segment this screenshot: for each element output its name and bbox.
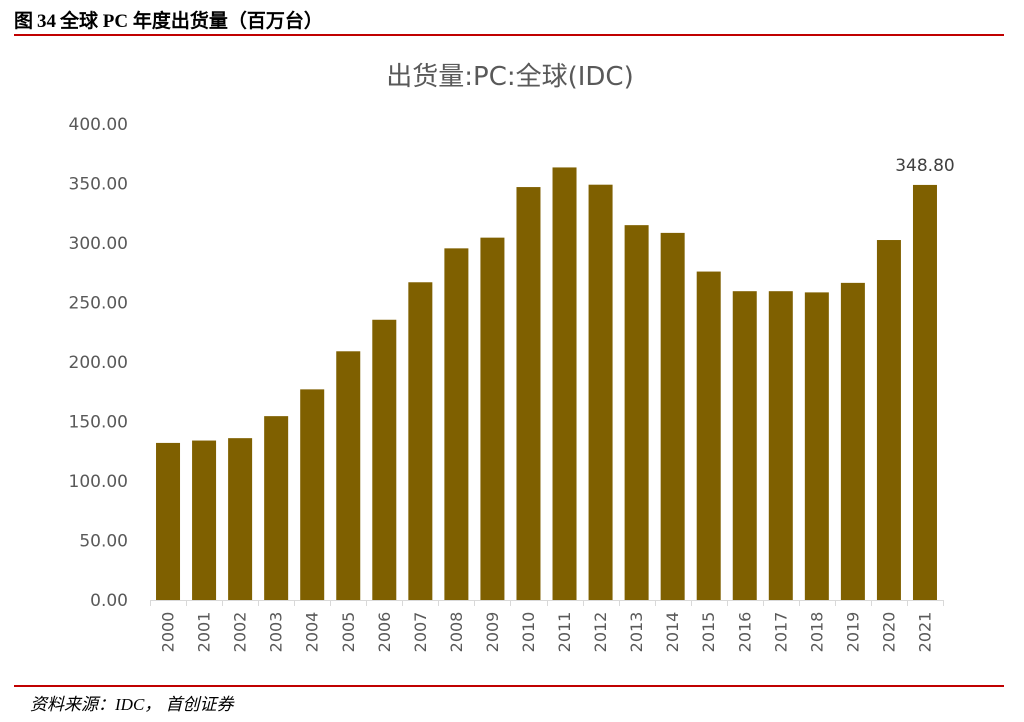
bar-2002 bbox=[228, 438, 253, 600]
x-tick-label: 2005 bbox=[339, 612, 358, 653]
bar-2004 bbox=[300, 389, 325, 600]
x-tick-label: 2018 bbox=[807, 612, 826, 653]
bar-2015 bbox=[696, 271, 721, 600]
y-tick-label: 0.00 bbox=[90, 591, 128, 611]
bar-2018 bbox=[804, 292, 829, 600]
bars bbox=[156, 167, 937, 601]
bottom-rule bbox=[14, 685, 1004, 687]
y-tick-label: 200.00 bbox=[69, 353, 128, 373]
x-tick-label: 2016 bbox=[735, 612, 754, 653]
data-label: 348.80 bbox=[895, 156, 954, 176]
figure-label: 图 bbox=[14, 11, 34, 32]
bar-2010 bbox=[516, 187, 541, 600]
x-tick-label: 2013 bbox=[627, 612, 646, 653]
x-tick-label: 2002 bbox=[231, 612, 250, 653]
x-tick-label: 2021 bbox=[915, 612, 934, 653]
x-tick-label: 2001 bbox=[195, 612, 214, 653]
x-tick-label: 2020 bbox=[879, 612, 898, 653]
x-tick-label: 2003 bbox=[267, 612, 286, 653]
x-tick-label: 2014 bbox=[663, 612, 682, 653]
y-axis: 0.00 50.00 100.00 150.00 200.00 250.00 300.00 3… bbox=[69, 115, 128, 611]
source-note: 资料来源：IDC， 首创证券 bbox=[30, 695, 234, 714]
bar-2008 bbox=[444, 248, 469, 601]
chart-title: 出货量:PC:全球(IDC) bbox=[386, 62, 633, 92]
x-tick-label: 2017 bbox=[771, 612, 790, 653]
x-tick-label: 2007 bbox=[411, 612, 430, 653]
bar-2012 bbox=[588, 184, 613, 600]
y-tick-label: 400.00 bbox=[69, 115, 128, 135]
bar-2007 bbox=[408, 282, 433, 600]
bar-2014 bbox=[660, 232, 685, 600]
bar-2001 bbox=[192, 440, 217, 600]
x-tick-label: 2000 bbox=[159, 612, 178, 653]
x-tick-label: 2010 bbox=[519, 612, 538, 653]
x-tick-label: 2006 bbox=[375, 612, 394, 653]
bar-2016 bbox=[732, 291, 757, 600]
data-labels: 348.80 bbox=[895, 156, 954, 176]
bar-2020 bbox=[876, 240, 901, 600]
figure-number: 34 bbox=[37, 11, 57, 32]
figure-caption-text: 全球 PC 年度出货量（百万台） bbox=[60, 11, 323, 32]
bar-2003 bbox=[264, 416, 289, 600]
y-tick-label: 150.00 bbox=[69, 413, 128, 433]
bar-2006 bbox=[372, 319, 397, 600]
figure-caption: 图 34 全球 PC 年度出货量（百万台） bbox=[14, 6, 1004, 34]
y-tick-label: 50.00 bbox=[79, 532, 128, 552]
top-rule bbox=[14, 34, 1004, 36]
bar-2017 bbox=[768, 291, 793, 600]
bar-2011 bbox=[552, 167, 577, 600]
x-tick-label: 2011 bbox=[555, 612, 574, 653]
y-tick-label: 100.00 bbox=[69, 472, 128, 492]
bar-2013 bbox=[624, 225, 649, 600]
x-tick-label: 2012 bbox=[591, 612, 610, 653]
y-tick-label: 250.00 bbox=[69, 294, 128, 314]
x-tick-label: 2008 bbox=[447, 612, 466, 653]
x-axis: 2000 2001 2002 2003 2004 2005 2006 2007 2008 2009… bbox=[150, 600, 944, 652]
bar-2000 bbox=[156, 442, 181, 600]
x-tick-label: 2015 bbox=[699, 612, 718, 653]
bar-2021 bbox=[912, 184, 937, 601]
x-tick-label: 2004 bbox=[303, 612, 322, 653]
y-tick-label: 350.00 bbox=[69, 175, 128, 195]
x-tick-label: 2009 bbox=[483, 612, 502, 653]
bar-2005 bbox=[336, 351, 361, 600]
bar-2009 bbox=[480, 237, 505, 600]
bar-2019 bbox=[840, 282, 865, 600]
y-tick-label: 300.00 bbox=[69, 234, 128, 254]
x-tick-label: 2019 bbox=[843, 612, 862, 653]
